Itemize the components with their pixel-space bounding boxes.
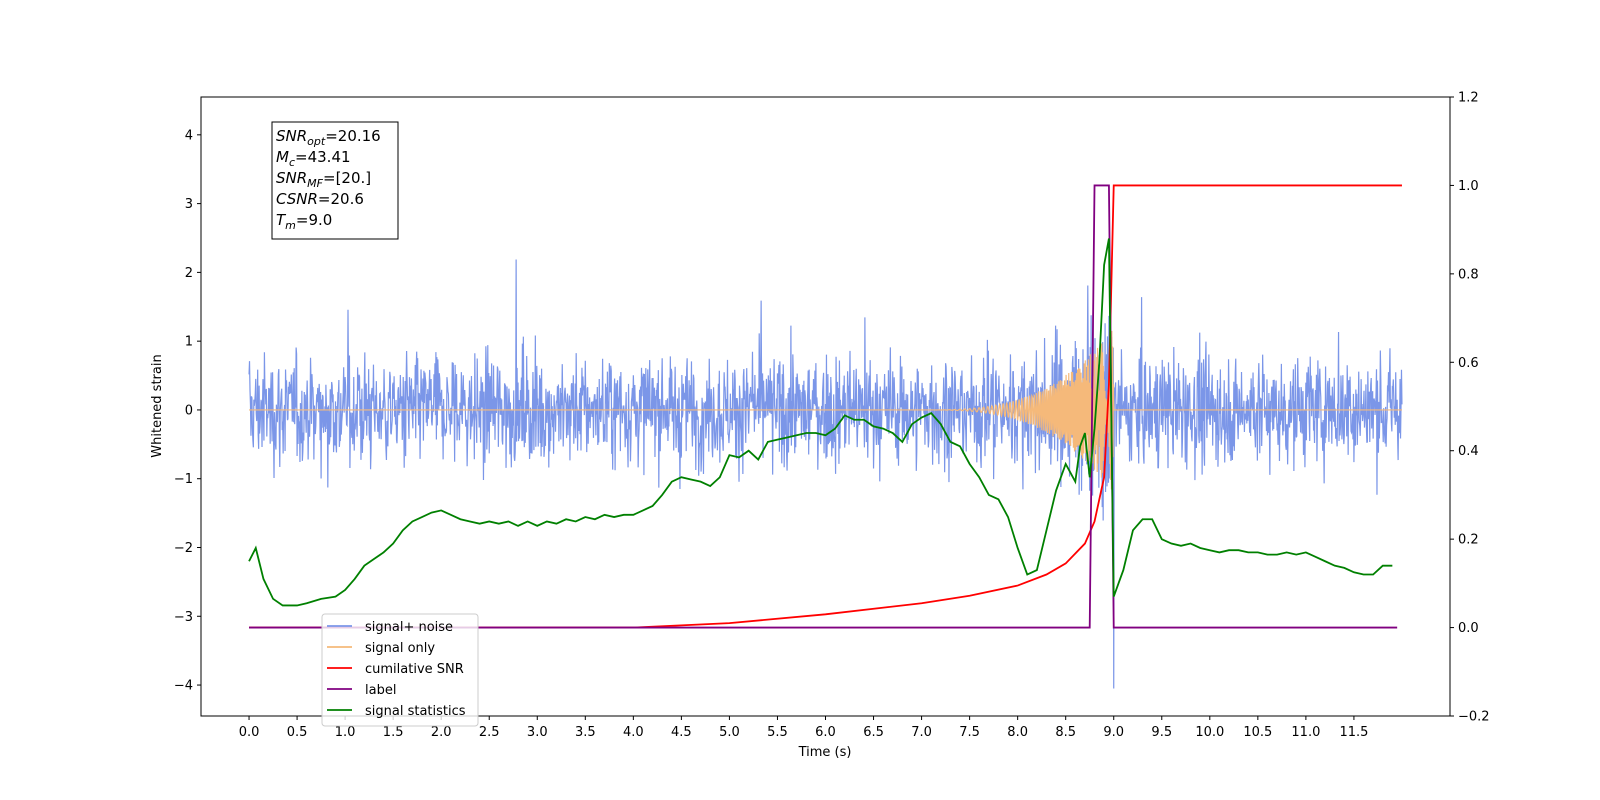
series-cumulative-snr: [249, 184, 1402, 629]
y-tick-label: −2: [174, 541, 193, 556]
y-tick-label: −4: [174, 679, 193, 694]
y2-tick-label: 0.2: [1458, 533, 1479, 548]
x-tick-label: 7.0: [911, 725, 932, 740]
y-axis-label: Whitened strain: [150, 354, 165, 457]
series-label: [249, 184, 1398, 629]
y2-tick-label: 1.2: [1458, 91, 1479, 106]
y2-axis-ticks: −0.2 0.0 0.2 0.4 0.6 0.8 1.0 1.2: [1450, 91, 1490, 725]
legend-label: label: [365, 683, 396, 698]
legend-label: signal+ noise: [365, 620, 453, 635]
annotation-line: Tm=9.0: [276, 211, 332, 232]
y-axis-ticks: −4 −3 −2 −1 0 1 2 3 4: [174, 128, 201, 694]
x-tick-label: 6.0: [815, 725, 836, 740]
y-tick-label: 0: [185, 403, 193, 418]
x-tick-label: 5.5: [767, 725, 788, 740]
x-tick-label: 0.5: [287, 725, 308, 740]
y-tick-label: −1: [174, 472, 193, 487]
x-tick-label: 9.0: [1103, 725, 1124, 740]
x-tick-label: 2.5: [479, 725, 500, 740]
x-tick-label: 5.0: [719, 725, 740, 740]
legend-label: signal statistics: [365, 704, 466, 719]
x-tick-label: 2.0: [431, 725, 452, 740]
x-tick-label: 4.5: [671, 725, 692, 740]
y2-tick-label: 1.0: [1458, 179, 1479, 194]
y2-tick-label: −0.2: [1458, 710, 1490, 725]
x-tick-label: 1.0: [335, 725, 356, 740]
x-tick-label: 6.5: [863, 725, 884, 740]
y2-tick-label: 0.8: [1458, 267, 1479, 282]
annotation-line: SNRopt=20.16: [276, 127, 381, 148]
annotation-frame: [271, 121, 399, 240]
x-tick-label: 0.0: [239, 725, 260, 740]
x-axis-ticks: 0.0 0.5 1.0 1.5 2.0 2.5 3.0 3.5 4.0 4.5 5.0 5.5 6.0 6…: [239, 716, 1368, 740]
x-tick-label: 11.0: [1291, 725, 1320, 740]
x-tick-label: 9.5: [1151, 725, 1172, 740]
x-tick-label: 3.5: [575, 725, 596, 740]
x-tick-label: 4.0: [623, 725, 644, 740]
y-tick-label: 3: [185, 197, 193, 212]
legend-frame: [321, 613, 479, 727]
x-tick-label: 7.5: [959, 725, 980, 740]
annotation-box: SNRopt=20.16Mc=43.41SNRMF=[20.]CSNR=20.6…: [271, 121, 399, 240]
x-tick-label: 3.0: [527, 725, 548, 740]
legend-label: signal only: [365, 641, 435, 656]
y2-tick-label: 0.4: [1458, 444, 1479, 459]
y-tick-label: −3: [174, 610, 193, 625]
series-signal-plus-noise: [248, 259, 1403, 689]
y-tick-label: 2: [185, 266, 193, 281]
series-signal-statistics: [248, 238, 1393, 607]
y2-tick-label: 0.0: [1458, 621, 1479, 636]
y-tick-label: 1: [185, 335, 193, 350]
x-tick-label: 10.5: [1243, 725, 1272, 740]
legend: signal+ noise signal only cumilative SNR la…: [321, 613, 479, 727]
y2-tick-label: 0.6: [1458, 356, 1479, 371]
legend-label: cumilative SNR: [365, 662, 464, 677]
annotation-line: SNRMF=[20.]: [276, 169, 371, 190]
series-layer: [248, 184, 1403, 689]
x-tick-label: 10.0: [1195, 725, 1224, 740]
x-tick-label: 8.0: [1007, 725, 1028, 740]
x-tick-label: 8.5: [1055, 725, 1076, 740]
annotation-line: CSNR=20.6: [276, 190, 364, 208]
annotation-line: Mc=43.41: [276, 148, 351, 169]
x-tick-label: 11.5: [1339, 725, 1368, 740]
y-tick-label: 4: [185, 128, 193, 143]
x-axis-label: Time (s): [798, 745, 852, 760]
series-signal-only: [249, 330, 1402, 490]
x-tick-label: 1.5: [383, 725, 404, 740]
